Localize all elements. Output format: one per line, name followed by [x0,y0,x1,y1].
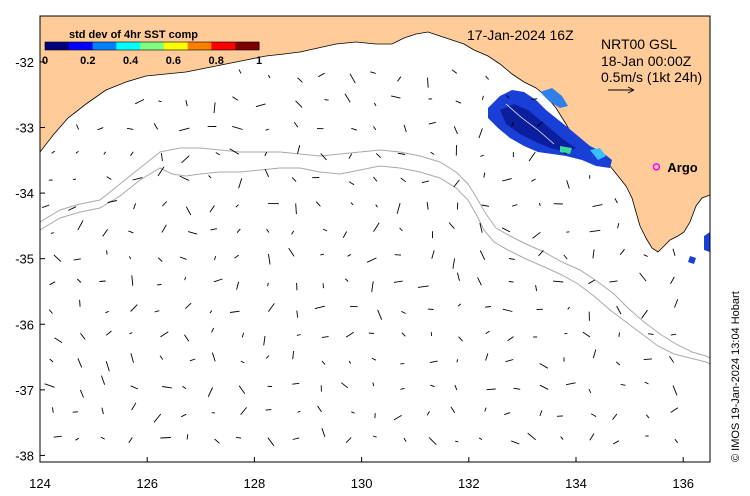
current-vector [266,410,272,411]
colorbar-tick-label: 0.6 [166,55,181,67]
colorbar-segment [235,42,259,50]
y-tick-label: -35 [15,252,34,267]
y-tick-label: -32 [15,55,34,70]
colorbar-tick-label: 0.4 [123,55,139,67]
x-tick-label: 134 [565,476,587,491]
colorbar-segment [93,42,117,50]
colorbar-tick-label: 0.2 [80,55,95,67]
current-vector [509,282,514,283]
product-label: NRT00 GSL [601,36,677,52]
current-vector [160,438,171,439]
x-tick-label: 128 [244,476,266,491]
y-tick-label: -38 [15,448,34,463]
y-tick-label: -37 [15,383,34,398]
colorbar-segment [69,42,93,50]
colorbar-segment [45,42,69,50]
colorbar-segment [211,42,235,50]
current-vector [324,100,328,101]
date-label: 17-Jan-2024 16Z [467,27,574,43]
x-tick-label: 126 [136,476,158,491]
colorbar-segment [188,42,212,50]
current-vector [619,332,620,336]
sst-current-map: std dev of 4hr SST comp 0 0.2 0.4 0.6 0.8 1 1… [0,0,750,496]
argo-label: Argo [667,160,697,175]
current-vector [99,281,105,282]
colorbar-tick-label: 1 [256,55,262,67]
scale-label: 0.5m/s (1kt 24h) [601,69,702,85]
colorbar-gradient [45,42,260,50]
x-tick-label: 130 [351,476,373,491]
colorbar-segment [164,42,188,50]
current-vector [80,300,81,307]
colorbar-tick-label: 0.8 [209,55,224,67]
x-tick-label: 132 [458,476,480,491]
colorbar-segment [140,42,164,50]
y-tick-label: -33 [15,121,34,136]
credit-label: © IMOS 19-Jan-2024 13:04 Hobart [730,291,742,462]
x-tick-label: 136 [672,476,694,491]
y-tick-label: -34 [15,186,34,201]
current-vector [107,250,108,254]
x-tick-label: 124 [29,476,51,491]
valid-time-label: 18-Jan 00:00Z [601,53,692,69]
y-tick-label: -36 [15,317,34,332]
colorbar-title: std dev of 4hr SST comp [69,29,198,41]
colorbar-tick-label: 0 [42,55,48,67]
colorbar-segment [116,42,140,50]
